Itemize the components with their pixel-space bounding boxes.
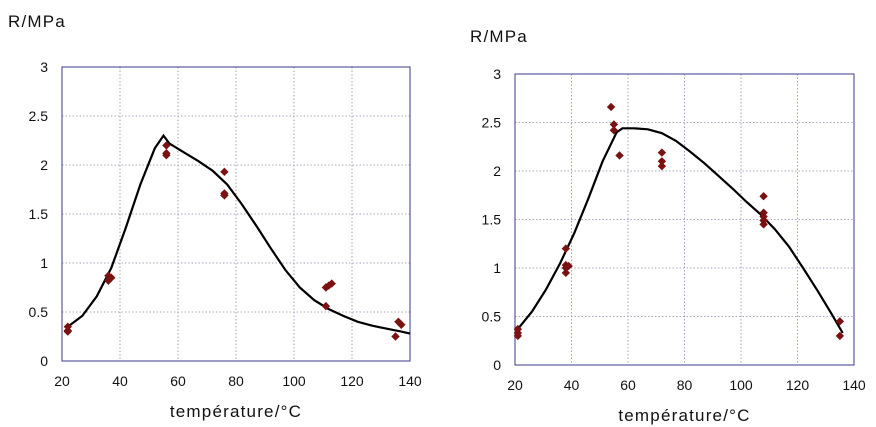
data-point-diamond (220, 167, 229, 177)
data-point-diamond (327, 279, 336, 288)
y-axis-title: R/MPa (8, 12, 66, 31)
y-tick-label: 2.5 (29, 108, 49, 124)
x-tick-label: 120 (340, 373, 364, 389)
data-point-diamond (835, 317, 845, 326)
plot-frame (61, 66, 411, 362)
x-tick-label: 100 (282, 373, 306, 389)
data-point-diamond (606, 102, 616, 112)
y-tick-label: 0 (493, 357, 501, 373)
x-tick-label: 40 (112, 373, 128, 389)
fit-curve (67, 133, 411, 335)
x-axis-title: température/°C (170, 402, 302, 421)
x-tick-label: 80 (228, 373, 244, 389)
x-tick-label: 100 (729, 377, 753, 393)
y-tick-label: 0.5 (29, 304, 49, 320)
y-tick-label: 3 (493, 66, 501, 82)
data-point-diamond (615, 151, 624, 160)
chart-right: 20 40 60 80 100 120 140 0 0.5 1 1.5 2 2.5 3 R/MPa tempé… (470, 27, 866, 425)
y-tick-label: 2 (40, 157, 48, 173)
data-point-diamond (835, 331, 845, 341)
data-point-diamond (657, 161, 667, 171)
data-point-diamond (657, 157, 667, 166)
data-point-diamond (609, 126, 619, 135)
y-tick-label: 1 (493, 260, 501, 276)
y-tick-label: 1 (40, 255, 48, 271)
x-tick-label: 20 (54, 373, 70, 389)
data-point-diamond (657, 148, 667, 157)
data-point-diamond (561, 263, 571, 273)
data-point-diamond (397, 320, 406, 329)
x-tick-label: 80 (677, 377, 693, 393)
x-tick-label: 120 (786, 377, 810, 393)
data-point-diamond (564, 261, 573, 271)
fit-curve (516, 127, 844, 334)
plot-frame (514, 73, 855, 366)
x-tick-label: 60 (170, 373, 186, 389)
data-point-diamond (759, 220, 768, 229)
data-point-diamond (561, 268, 571, 278)
x-tick-label: 140 (398, 373, 422, 389)
y-tick-label: 0 (40, 353, 48, 369)
data-point-diamond (609, 120, 619, 129)
x-tick-label: 60 (620, 377, 636, 393)
y-tick-label: 3 (40, 59, 48, 75)
data-point-diamond (220, 191, 229, 200)
data-point-diamond (759, 192, 768, 201)
y-axis-title: R/MPa (470, 27, 528, 46)
data-point-diamond (63, 326, 72, 335)
data-point-diamond (107, 273, 116, 282)
y-tick-label: 1.5 (482, 212, 502, 228)
data-point-diamond (162, 151, 171, 160)
data-point-diamond (321, 301, 331, 311)
data-point-diamond (513, 331, 523, 341)
y-tick-label: 0.5 (482, 309, 502, 325)
x-tick-label: 140 (842, 377, 866, 393)
x-tick-label: 20 (507, 377, 523, 393)
y-tick-label: 1.5 (29, 206, 49, 222)
data-point-diamond (561, 244, 571, 253)
x-tick-label: 40 (564, 377, 580, 393)
y-tick-label: 2 (493, 163, 501, 179)
x-axis-title: température/°C (618, 406, 750, 425)
data-point-diamond (162, 141, 171, 150)
data-point-diamond (391, 332, 400, 341)
y-tick-label: 2.5 (482, 115, 502, 131)
chart-left: 20 40 60 80 100 120 140 0 0.5 1 1.5 2 2.5 3 R/MPa tempé… (8, 12, 422, 421)
